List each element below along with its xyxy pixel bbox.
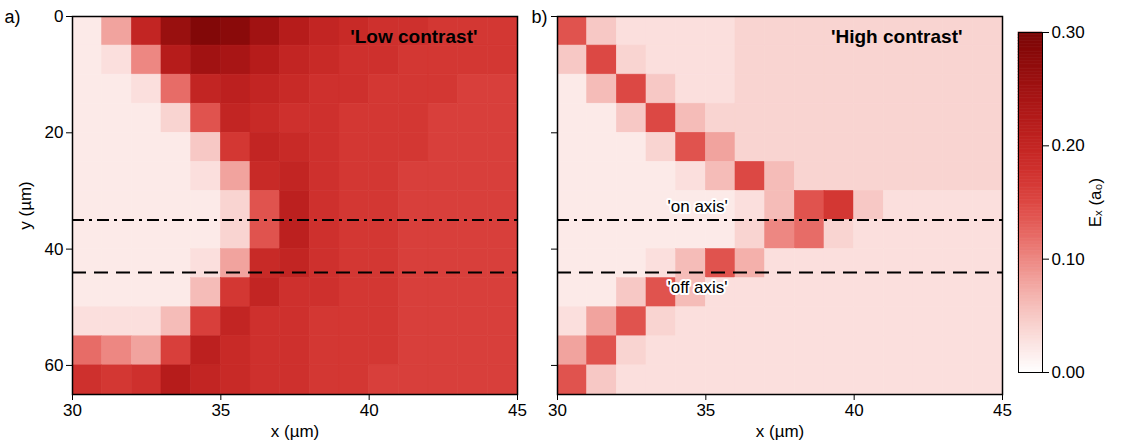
svg-text:a): a) [5, 7, 21, 27]
svg-text:0.10: 0.10 [1052, 250, 1085, 269]
svg-text:x (µm): x (µm) [756, 422, 805, 441]
svg-text:40: 40 [360, 401, 379, 420]
svg-text:40: 40 [45, 240, 64, 259]
svg-text:'off axis': 'off axis' [668, 278, 728, 297]
svg-text:45: 45 [993, 401, 1012, 420]
svg-text:60: 60 [45, 356, 64, 375]
svg-text:0.00: 0.00 [1052, 363, 1085, 382]
svg-text:b): b) [532, 7, 548, 27]
svg-text:0.20: 0.20 [1052, 136, 1085, 155]
svg-text:Eₓ (a₀): Eₓ (a₀) [1086, 178, 1105, 227]
svg-text:20: 20 [45, 123, 64, 142]
svg-text:40: 40 [845, 401, 864, 420]
svg-text:35: 35 [696, 401, 715, 420]
svg-text:y (µm): y (µm) [16, 181, 35, 230]
svg-text:30: 30 [548, 401, 567, 420]
svg-text:'Low contrast': 'Low contrast' [350, 26, 477, 47]
svg-text:x (µm): x (µm) [271, 422, 320, 441]
svg-text:'on axis': 'on axis' [668, 197, 728, 216]
svg-text:0.30: 0.30 [1052, 23, 1085, 42]
svg-text:35: 35 [211, 401, 230, 420]
svg-text:45: 45 [508, 401, 527, 420]
svg-text:30: 30 [63, 401, 82, 420]
svg-text:'High contrast': 'High contrast' [831, 26, 963, 47]
svg-text:0: 0 [54, 7, 63, 26]
